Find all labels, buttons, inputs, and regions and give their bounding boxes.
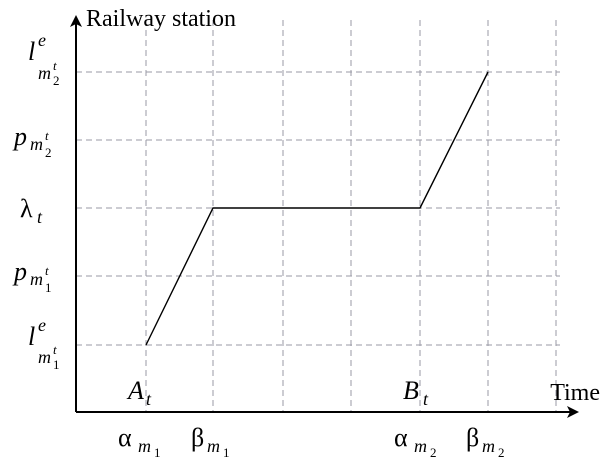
axes <box>70 15 579 418</box>
x-tick-label-beta-m2-sub: m <box>482 436 495 456</box>
x-tick-label-alpha-m2-subsub: 2 <box>430 445 437 460</box>
y-tick-label-l-e-m1-subsup: t <box>53 342 57 357</box>
x-tick-label-alpha-m1-subsub: 1 <box>154 445 161 460</box>
x-tick-label-beta-m1-sub: m <box>207 436 220 456</box>
point-label-B-t-sub: t <box>423 389 429 409</box>
x-axis-arrow-icon <box>567 406 579 418</box>
y-tick-label-lambda-t: λ <box>20 194 33 223</box>
y-tick-label-p-m1-subsup: t <box>45 263 49 278</box>
x-tick-label-alpha-m2-sub: m <box>414 436 427 456</box>
point-label-A-t: A <box>126 376 144 405</box>
y-tick-label-l-e-m2-subsup: t <box>53 58 57 73</box>
y-tick-label-p-m2: p <box>12 122 27 151</box>
y-tick-label-p-m1: p <box>12 257 27 286</box>
y-tick-label-p-m2-subsup: t <box>45 128 49 143</box>
y-tick-label-l-e-m2-sub: m <box>38 63 51 83</box>
point-label-A-t-sub: t <box>146 389 152 409</box>
y-tick-label-l-e-m2: l <box>28 37 35 66</box>
y-tick-label-p-m2-sub: m <box>30 134 43 154</box>
y-axis-arrow-icon <box>70 15 82 27</box>
x-tick-label-beta-m1-subsub: 1 <box>223 445 230 460</box>
y-tick-label-l-e-m2-sup: e <box>38 30 46 50</box>
y-tick-label-p-m1-sub: m <box>30 269 43 289</box>
y-tick-label-p-m2-subsub: 2 <box>45 145 52 160</box>
point-label-B-t: B <box>403 376 419 405</box>
y-tick-label-l-e-m1-sub: m <box>38 347 51 367</box>
train-trajectory-line <box>145 71 489 346</box>
x-tick-label-alpha-m1: α <box>118 423 132 452</box>
x-tick-label-beta-m1: β <box>191 423 204 452</box>
y-tick-label-lambda-t-sub: t <box>37 207 43 227</box>
y-axis-label: Railway station <box>86 6 236 32</box>
x-tick-label-beta-m2-subsub: 2 <box>498 445 505 460</box>
y-tick-label-l-e-m1-sup: e <box>38 315 46 335</box>
y-tick-label-l-e-m2-subsub: 2 <box>53 73 60 88</box>
x-tick-label-alpha-m2: α <box>394 423 408 452</box>
y-tick-label-l-e-m1-subsub: 1 <box>53 357 60 372</box>
x-tick-label-beta-m2: β <box>466 423 479 452</box>
x-axis-label: Time <box>550 380 600 406</box>
y-tick-label-l-e-m1: l <box>28 322 35 351</box>
y-tick-label-p-m1-subsub: 1 <box>45 280 52 295</box>
grid <box>76 20 560 412</box>
x-tick-label-alpha-m1-sub: m <box>138 436 151 456</box>
